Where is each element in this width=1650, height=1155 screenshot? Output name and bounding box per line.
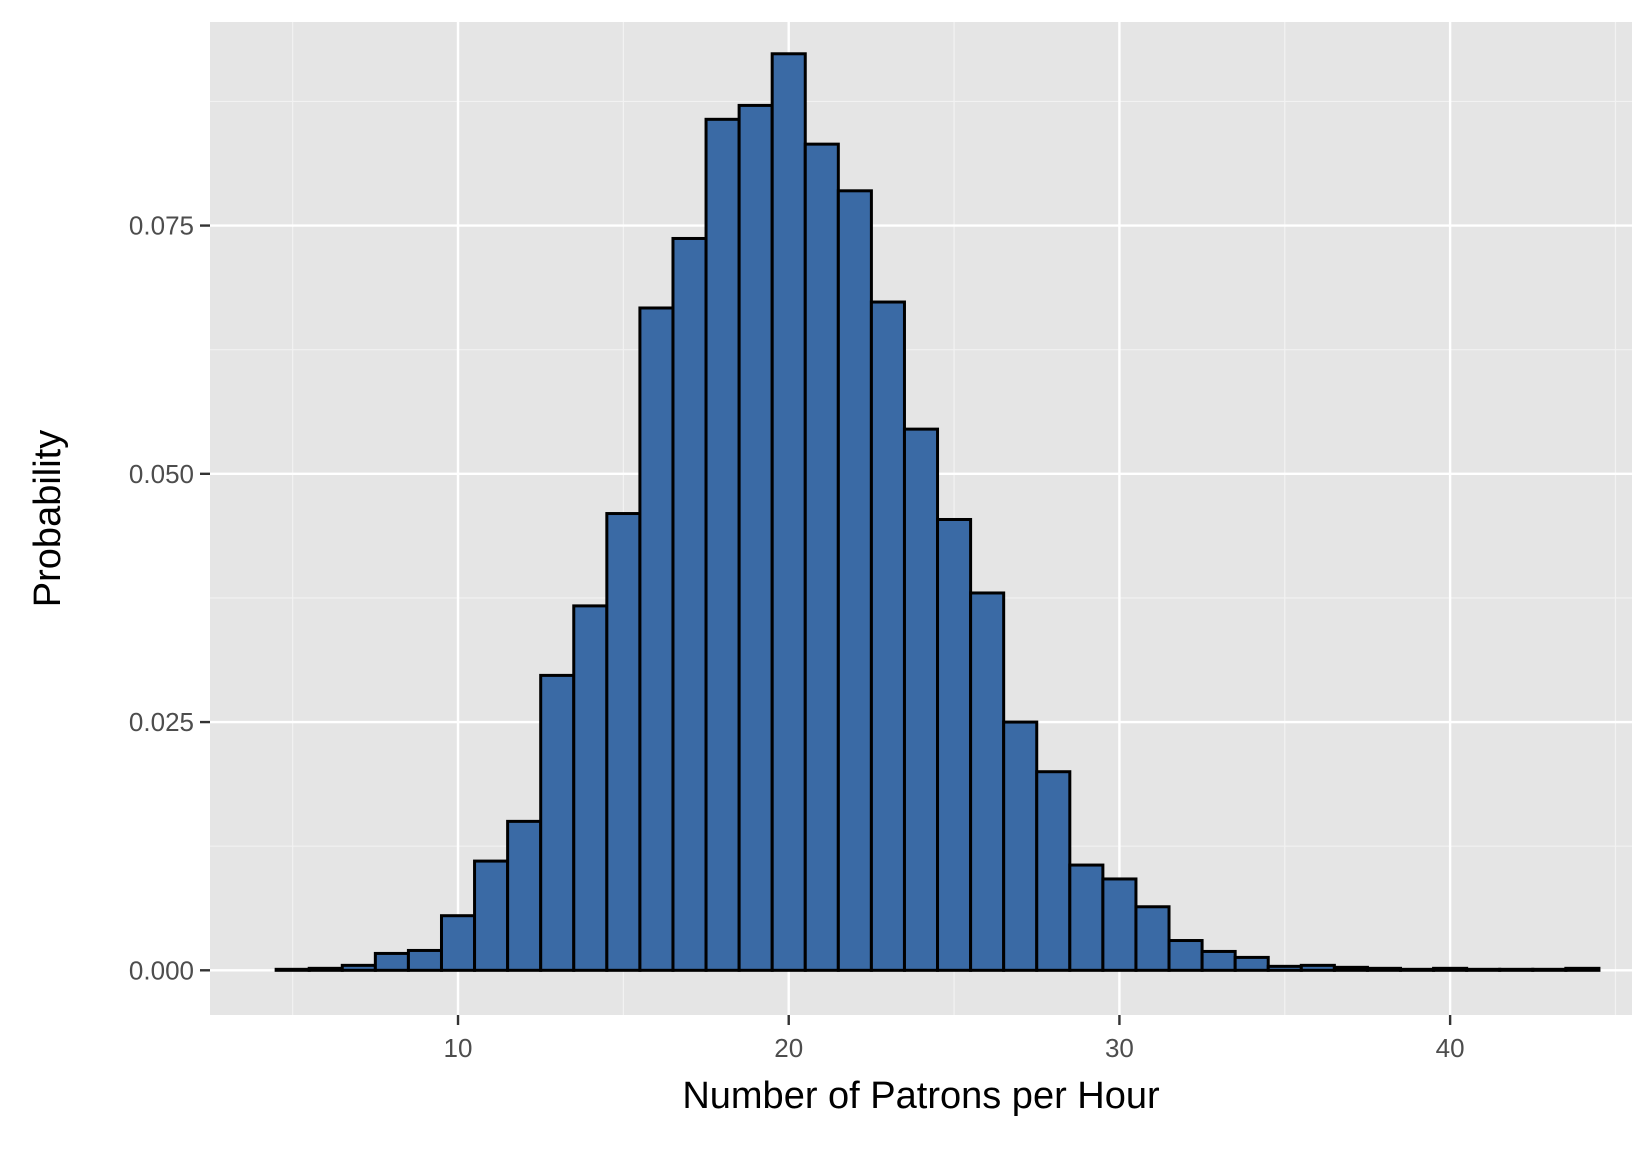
histogram-bar	[1531, 967, 1568, 972]
histogram-bar	[704, 117, 741, 972]
histogram-bar	[373, 951, 410, 972]
histogram-bar	[1432, 966, 1469, 972]
histogram-bar	[506, 819, 543, 972]
histogram-bar	[1299, 963, 1336, 972]
histogram-bar	[1101, 877, 1138, 972]
bars	[274, 52, 1601, 972]
histogram-bar	[1233, 955, 1270, 972]
y-tick-label: 0.025	[129, 707, 194, 737]
histogram-bar	[406, 948, 443, 972]
x-tick-label: 20	[774, 1033, 803, 1063]
histogram-bar	[1465, 967, 1502, 972]
histogram-bar	[836, 189, 873, 972]
histogram-bar	[1266, 964, 1303, 972]
histogram-bar	[473, 859, 510, 972]
histogram-bar	[902, 427, 940, 972]
histogram-bar	[1332, 965, 1369, 972]
y-axis-title: Probability	[27, 430, 69, 607]
histogram-bar	[969, 591, 1006, 972]
histogram-bar	[1068, 863, 1105, 972]
y-axis: 0.000 0.025 0.050 0.075	[129, 211, 210, 985]
histogram-bar	[539, 673, 576, 972]
histogram-bar	[638, 306, 675, 972]
histogram-bar	[936, 517, 973, 972]
histogram-bar	[1200, 949, 1237, 972]
x-tick-label: 40	[1436, 1033, 1465, 1063]
histogram-bar	[869, 300, 906, 972]
y-tick-label: 0.000	[129, 955, 194, 985]
histogram-bar	[307, 966, 344, 972]
histogram-bar	[803, 142, 840, 972]
histogram-bar	[1035, 770, 1072, 972]
histogram-bar	[671, 236, 708, 972]
histogram-bar	[1134, 905, 1171, 972]
x-tick-label: 30	[1105, 1033, 1134, 1063]
histogram-bar	[274, 967, 311, 972]
histogram-bar	[1002, 720, 1039, 972]
histogram-bar	[1167, 939, 1204, 972]
histogram-bar	[1498, 967, 1535, 972]
histogram-bar	[340, 963, 377, 972]
x-axis: 10 20 30 40	[444, 1015, 1465, 1063]
histogram-bar	[572, 604, 609, 972]
histogram-bar	[1399, 967, 1436, 972]
y-tick-label: 0.075	[129, 211, 194, 241]
histogram-bar	[737, 103, 774, 972]
y-tick-label: 0.050	[129, 459, 194, 489]
x-tick-label: 10	[444, 1033, 473, 1063]
histogram-bar	[1365, 966, 1403, 972]
histogram-bar	[770, 52, 807, 972]
histogram-bar	[605, 512, 642, 972]
histogram-bar	[1564, 966, 1601, 972]
x-axis-title: Number of Patrons per Hour	[682, 1075, 1160, 1117]
histogram-bar	[439, 914, 477, 972]
